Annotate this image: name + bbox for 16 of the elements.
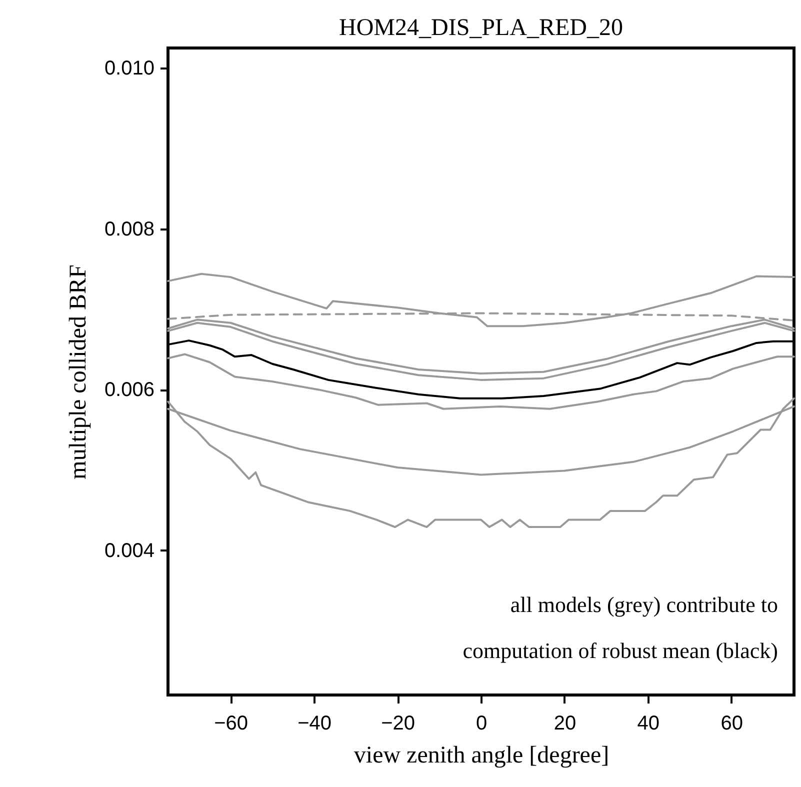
annotation: all models (grey) contribute to [510, 592, 778, 617]
x-tick-label: 20 [554, 712, 576, 734]
x-axis-title: view zenith angle [degree] [354, 742, 610, 768]
chart-title: HOM24_DIS_PLA_RED_20 [338, 15, 624, 41]
x-tick-label: −60 [214, 712, 248, 734]
annotation: computation of robust mean (black) [462, 638, 778, 663]
y-tick-label: 0.004 [104, 540, 154, 562]
x-tick-label: 40 [637, 712, 660, 734]
y-tick-label: 0.010 [104, 58, 154, 80]
x-tick-label: 60 [720, 712, 744, 734]
x-tick-label: −20 [381, 712, 415, 734]
x-tick-label: −40 [298, 712, 332, 734]
x-tick-label: 0 [476, 712, 488, 734]
y-tick-label: 0.006 [104, 379, 154, 402]
y-tick-label: 0.008 [104, 218, 154, 240]
y-axis-title: multiple collided BRF [65, 264, 92, 480]
